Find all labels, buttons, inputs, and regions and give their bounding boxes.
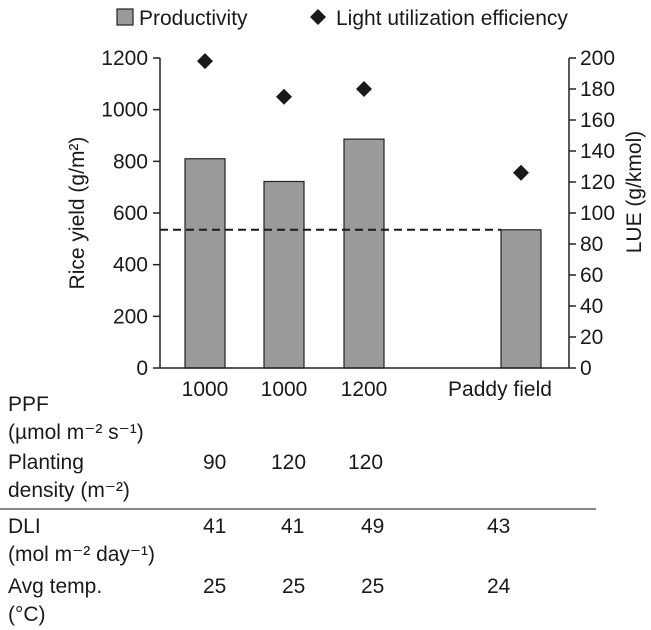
- legend-productivity-swatch: [116, 8, 134, 26]
- temp-value-4: 24: [487, 575, 511, 598]
- planting-value-1: 90: [203, 451, 227, 474]
- row-label-planting-unit: density (m⁻²): [8, 479, 130, 502]
- right-tick-label: 60: [580, 264, 603, 287]
- dli-value-3: 49: [361, 515, 385, 538]
- left-axis-title: Rice yield (g/m²): [66, 137, 89, 290]
- category-label: 1200: [341, 378, 388, 400]
- right-tick-label: 0: [580, 357, 592, 380]
- productivity-bar: [263, 180, 305, 369]
- temp-value-3: 25: [361, 575, 385, 598]
- temp-value-2: 25: [282, 575, 306, 598]
- right-axis-title: LUE (g/kmol): [623, 131, 646, 254]
- right-tick-label: 180: [580, 78, 615, 101]
- lue-diamond-marker: [356, 81, 372, 97]
- legend-productivity-label: Productivity: [139, 7, 248, 30]
- row-label-temp: Avg temp.: [8, 575, 103, 598]
- category-label: Paddy field: [448, 378, 552, 400]
- category-label: 1000: [261, 378, 308, 400]
- lue-diamond-marker: [197, 53, 213, 70]
- table-divider: [0, 508, 596, 510]
- right-tick-label: 140: [580, 140, 615, 163]
- row-label-temp-unit: (°C): [8, 603, 46, 626]
- right-tick-label: 100: [580, 202, 615, 225]
- left-tick-label: 600: [113, 202, 148, 225]
- left-tick-label: 400: [113, 254, 148, 277]
- right-tick-label: 200: [580, 47, 615, 70]
- legend-lue-label: Light utilization efficiency: [336, 7, 568, 30]
- row-label-ppf-unit: (µmol m⁻² s⁻¹): [8, 421, 144, 444]
- lue-diamond-marker: [513, 164, 529, 181]
- category-label: 1000: [182, 378, 229, 400]
- row-label-planting: Planting: [8, 451, 84, 474]
- rice-yield-lue-chart: 0 200 400 600 800 1000 1200 0 20 40 60 80 100 120 140 1…: [66, 7, 646, 400]
- left-tick-label: 800: [113, 150, 148, 173]
- row-label-dli: DLI: [8, 515, 41, 538]
- left-tick-label: 1200: [101, 47, 148, 70]
- row-label-ppf: PPF: [8, 393, 49, 416]
- temp-value-1: 25: [203, 575, 227, 598]
- productivity-bar: [500, 229, 542, 369]
- right-tick-label: 40: [580, 295, 603, 318]
- dli-value-2: 41: [281, 515, 305, 538]
- left-tick-label: 1000: [101, 99, 148, 122]
- legend-lue-diamond: [310, 9, 326, 25]
- right-tick-label: 80: [580, 233, 603, 256]
- right-tick-label: 20: [580, 326, 603, 349]
- row-label-dli-unit: (mol m⁻² day⁻¹): [8, 543, 155, 566]
- right-tick-label: 160: [580, 109, 615, 132]
- dli-value-1: 41: [203, 515, 227, 538]
- left-tick-label: 200: [113, 305, 148, 328]
- productivity-bar: [184, 158, 226, 369]
- dli-value-4: 43: [487, 515, 511, 538]
- productivity-bar: [343, 138, 385, 369]
- left-tick-label: 0: [136, 357, 148, 380]
- planting-value-3: 120: [348, 451, 384, 474]
- planting-value-2: 120: [271, 451, 307, 474]
- lue-diamond-marker: [276, 88, 292, 105]
- right-tick-label: 120: [580, 171, 615, 194]
